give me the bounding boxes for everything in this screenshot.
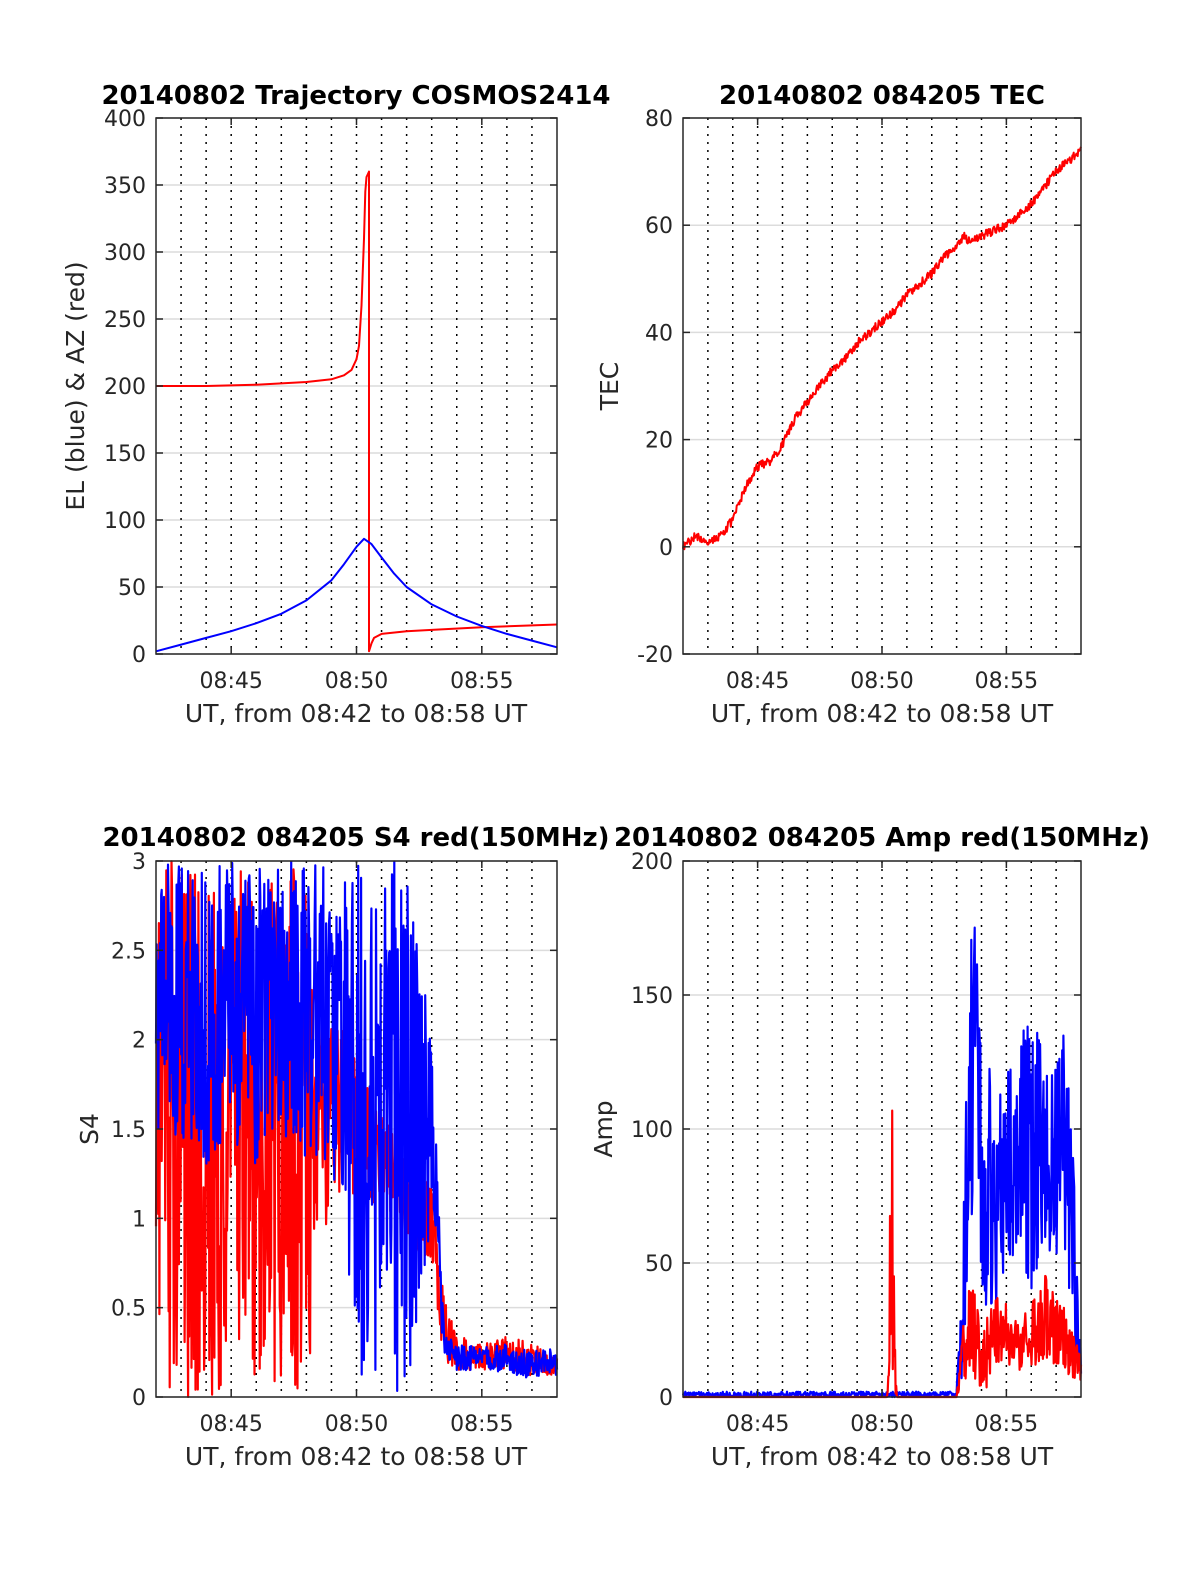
y-axis-label-s4: S4 <box>75 1113 104 1145</box>
x-axis-label-trajectory: UT, from 08:42 to 08:58 UT <box>185 699 528 728</box>
y-tick-label: 100 <box>631 1118 673 1143</box>
y-tick-label: 200 <box>104 375 146 400</box>
y-tick-label: 0 <box>659 536 673 561</box>
y-tick-label: 150 <box>631 984 673 1009</box>
chart-title-tec: 20140802 084205 TEC <box>719 81 1045 111</box>
panel-tec: 20140802 084205 TEC UT, from 08:42 to 08… <box>595 81 1082 728</box>
chart-title-trajectory: 20140802 Trajectory COSMOS2414 <box>101 81 610 111</box>
y-axis-label-tec: TEC <box>595 362 624 412</box>
plot-area-amp: 0 50 100 150 200 08:45 08:50 08:55 <box>631 850 1083 1437</box>
y-tick-label: 300 <box>104 241 146 266</box>
x-axis-label-amp: UT, from 08:42 to 08:58 UT <box>711 1442 1054 1471</box>
y-tick-label: 1.5 <box>111 1118 146 1143</box>
y-tick-label: 3 <box>132 850 146 875</box>
panel-amp: 20140802 084205 Amp red(150MHz) UT, from… <box>589 823 1150 1471</box>
x-axis-label-tec: UT, from 08:42 to 08:58 UT <box>711 699 1054 728</box>
y-tick-label: 2 <box>132 1029 146 1054</box>
x-axis-label-s4: UT, from 08:42 to 08:58 UT <box>185 1442 528 1471</box>
series-line-el <box>155 537 558 653</box>
y-tick-label: 50 <box>118 576 146 601</box>
x-tick-label: 08:50 <box>850 1412 913 1437</box>
y-tick-label: 0 <box>659 1386 673 1411</box>
y-tick-label: 100 <box>104 509 146 534</box>
y-tick-label: 150 <box>104 442 146 467</box>
y-tick-label: 20 <box>645 429 673 454</box>
panel-trajectory: 20140802 Trajectory COSMOS2414 UT, from … <box>61 81 611 728</box>
chart-title-s4: 20140802 084205 S4 red(150MHz) <box>102 823 609 853</box>
x-tick-label: 08:45 <box>199 669 262 694</box>
y-tick-label: 400 <box>104 107 146 132</box>
y-tick-label: 350 <box>104 174 146 199</box>
x-tick-label: 08:55 <box>975 669 1038 694</box>
x-tick-label: 08:45 <box>199 1412 262 1437</box>
chart-title-amp: 20140802 084205 Amp red(150MHz) <box>614 823 1150 853</box>
x-tick-label: 08:45 <box>726 1412 789 1437</box>
y-tick-label: 1 <box>132 1207 146 1232</box>
x-tick-label: 08:55 <box>450 1412 513 1437</box>
x-tick-label: 08:50 <box>325 669 388 694</box>
panel-s4: 20140802 084205 S4 red(150MHz) UT, from … <box>75 823 610 1471</box>
y-tick-label: 2.5 <box>111 939 146 964</box>
y-tick-label: 0 <box>132 1386 146 1411</box>
y-tick-label: 200 <box>631 850 673 875</box>
plot-area-trajectory: 0 50 100 150 200 250 300 350 400 08:45 08:50 08:55 <box>104 107 558 694</box>
x-tick-label: 08:55 <box>975 1412 1038 1437</box>
y-tick-label: 80 <box>645 107 673 132</box>
y-tick-label: -20 <box>637 643 673 668</box>
plot-area-tec: -20 0 20 40 60 80 08:45 08:50 08:55 <box>637 107 1082 694</box>
plot-area-s4: 0 0.5 1 1.5 2 2.5 3 08:45 08:50 08:55 <box>111 850 559 1437</box>
x-tick-label: 08:50 <box>850 669 913 694</box>
y-tick-label: 40 <box>645 321 673 346</box>
y-axis-label-trajectory: EL (blue) & AZ (red) <box>61 261 90 510</box>
series-line-tec <box>682 146 1082 551</box>
y-tick-label: 50 <box>645 1252 673 1277</box>
y-axis-label-amp: Amp <box>589 1100 618 1157</box>
x-tick-label: 08:55 <box>450 669 513 694</box>
x-tick-label: 08:45 <box>726 669 789 694</box>
y-tick-label: 250 <box>104 308 146 333</box>
y-tick-label: 60 <box>645 214 673 239</box>
y-tick-label: 0 <box>132 643 146 668</box>
y-tick-label: 0.5 <box>111 1297 146 1322</box>
x-tick-label: 08:50 <box>325 1412 388 1437</box>
series-line-az <box>156 170 558 653</box>
series-line-s4_blue <box>154 860 559 1392</box>
